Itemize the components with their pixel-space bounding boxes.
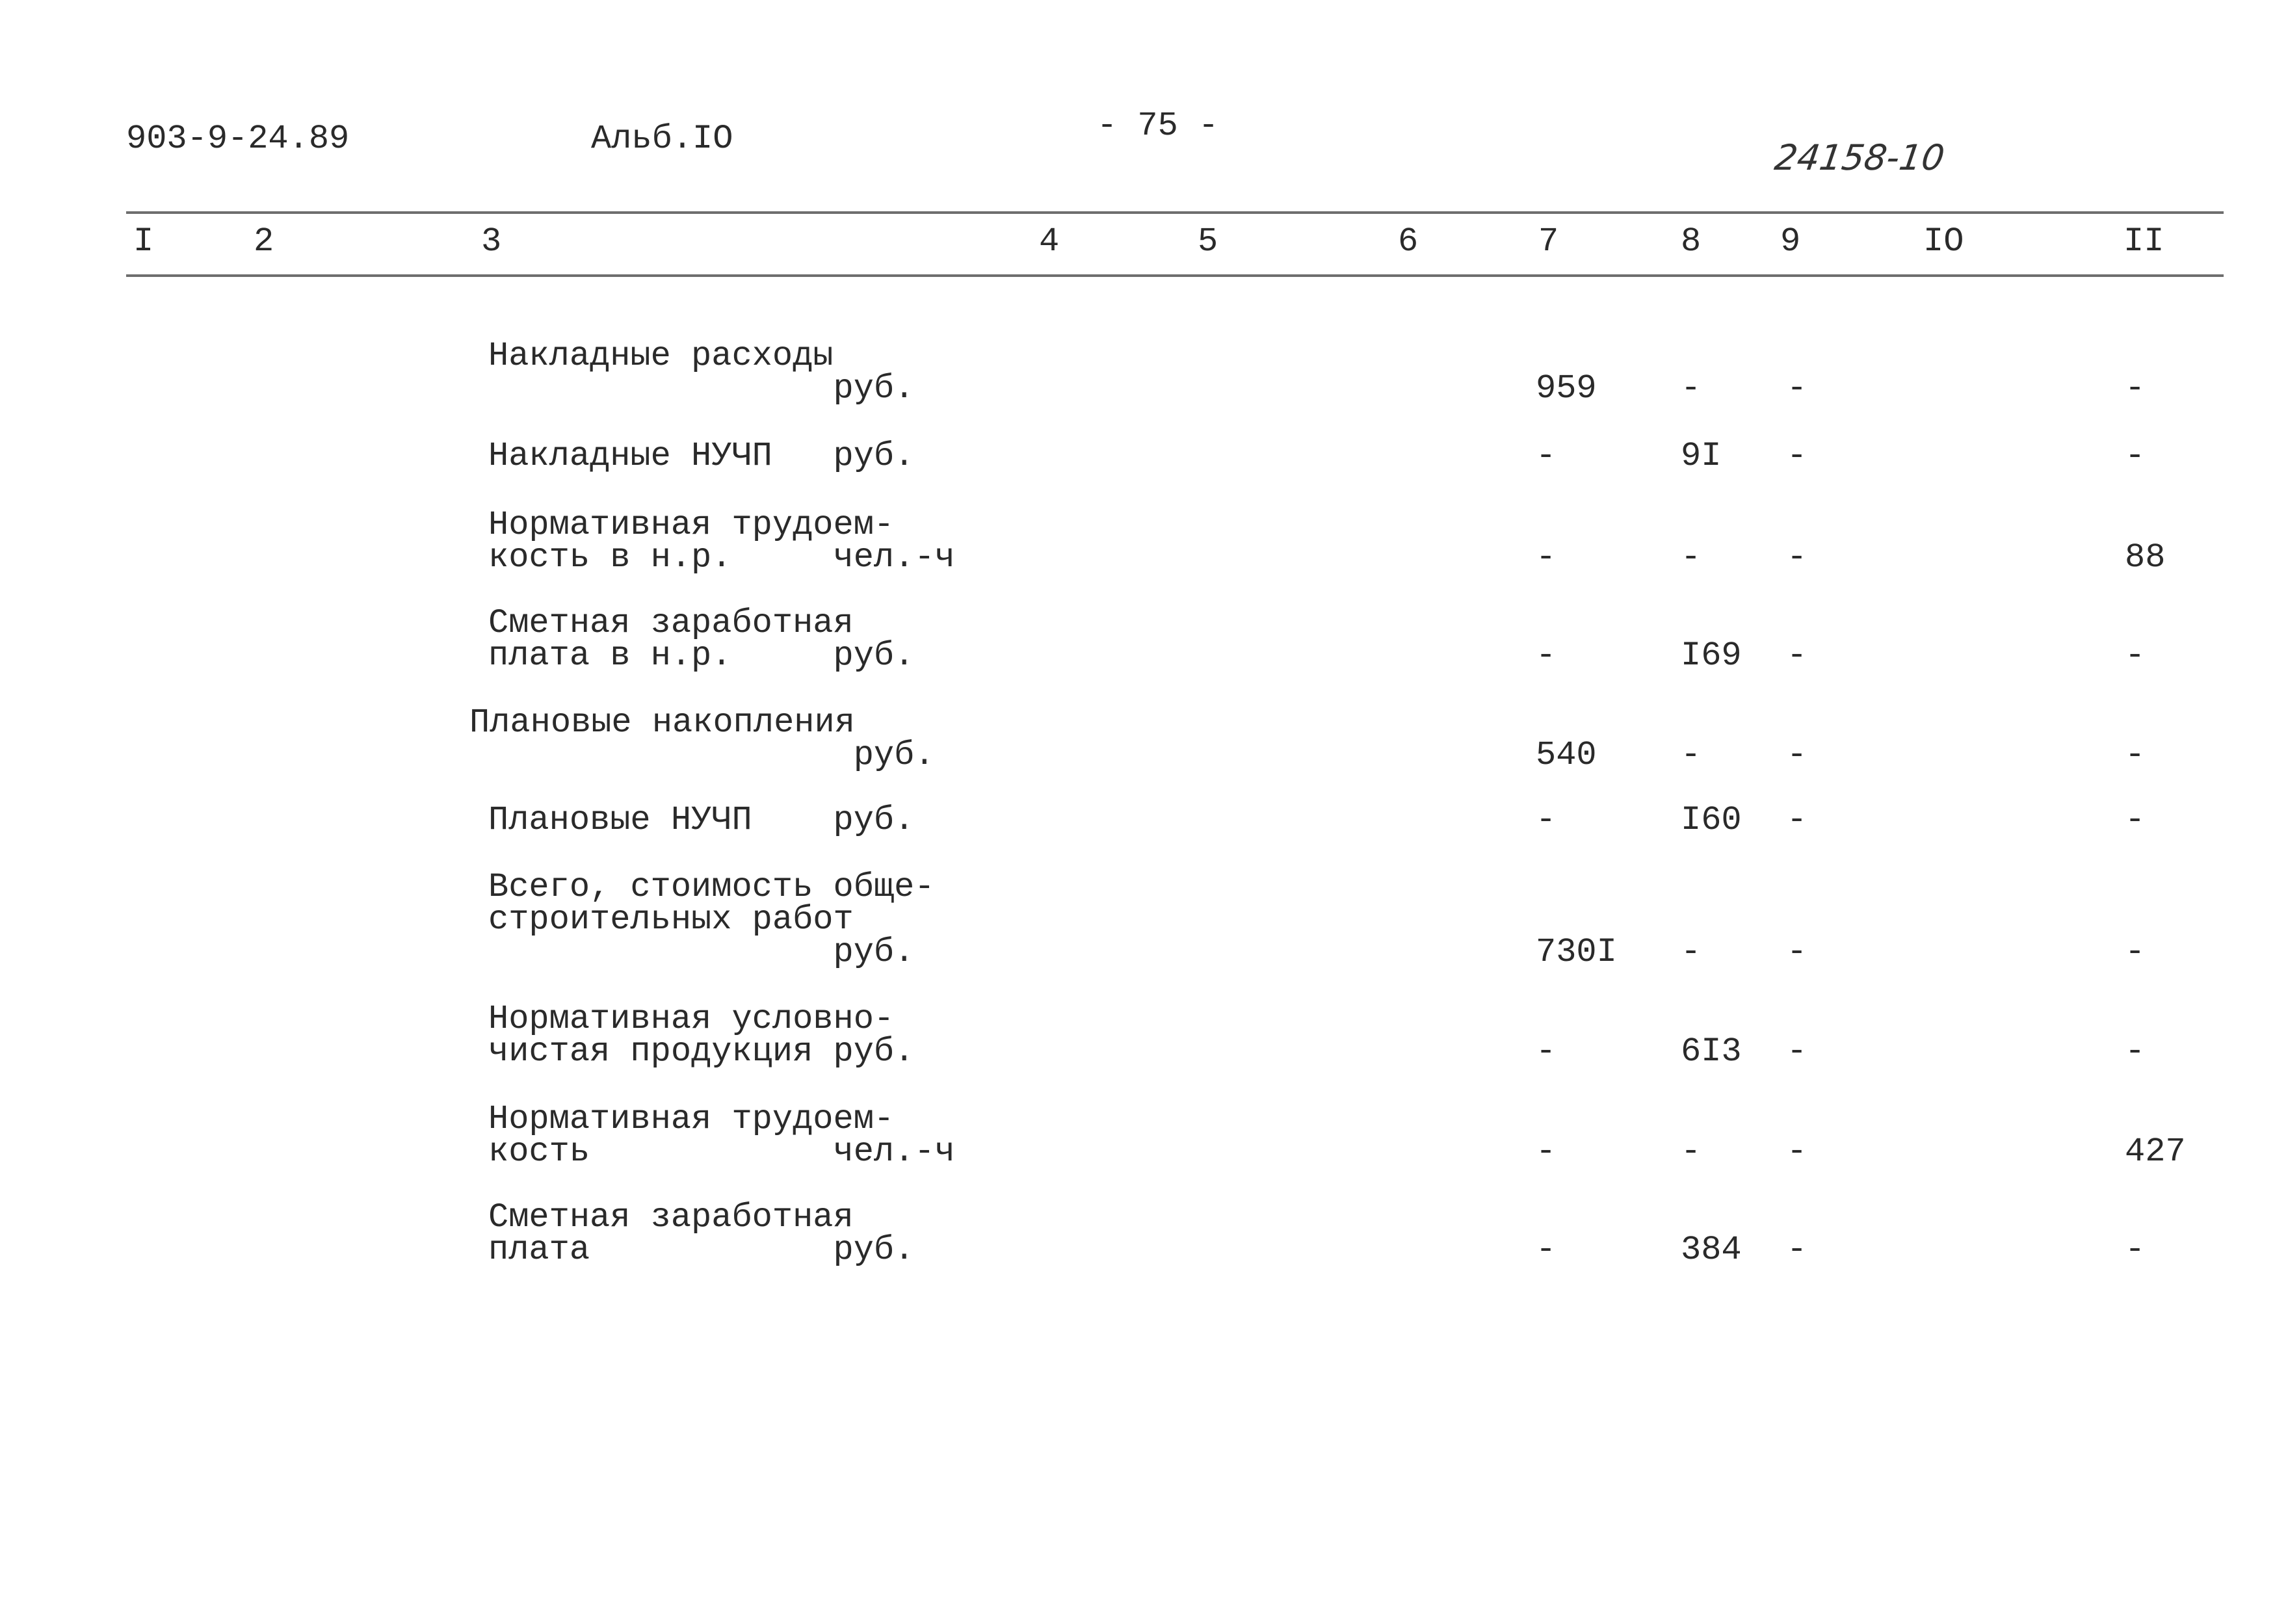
cell-c9: - [1787, 801, 1808, 839]
cell-c9: - [1787, 369, 1808, 408]
cell-c9: - [1787, 1133, 1808, 1171]
cell-c8: - [1681, 538, 1702, 577]
row-label-line: руб. [488, 736, 935, 774]
cell-c8: I69 [1681, 636, 1742, 675]
cell-c7: - [1536, 801, 1557, 839]
cell-c9: - [1787, 736, 1808, 774]
cell-c9: - [1787, 538, 1808, 577]
row-label-line: строительных работ [488, 900, 854, 939]
table-header-rule [126, 274, 2224, 277]
row-label-line: кость чел.-ч [488, 1133, 955, 1171]
cell-c8: - [1681, 369, 1702, 408]
row-label-line: Плановые НУЧП руб. [488, 801, 915, 839]
cell-c9: - [1787, 933, 1808, 971]
cell-c11: - [2125, 933, 2146, 971]
column-header-1: I [133, 222, 154, 261]
row-label-line: чистая продукция руб. [488, 1032, 915, 1071]
cell-c11: 427 [2125, 1133, 2186, 1171]
row-label-line: Сметная заработная [488, 1198, 854, 1237]
row-label-line: плата руб. [488, 1231, 915, 1269]
row-label-line: Нормативная трудоем- [488, 1100, 895, 1138]
column-header-7: 7 [1538, 222, 1559, 261]
cell-c7: 959 [1536, 369, 1597, 408]
cell-c7: - [1536, 636, 1557, 675]
column-header-10: IO [1923, 222, 1964, 261]
document-code: 903-9-24.89 [126, 120, 350, 158]
cell-c7: - [1536, 1231, 1557, 1269]
row-label-line: Всего, стоимость обще- [488, 868, 935, 906]
cell-c9: - [1787, 1032, 1808, 1071]
cell-c11: - [2125, 736, 2146, 774]
cell-c7: 540 [1536, 736, 1597, 774]
column-header-6: 6 [1398, 222, 1419, 261]
cell-c7: - [1536, 437, 1557, 475]
column-header-11: II [2124, 222, 2164, 261]
column-header-8: 8 [1681, 222, 1702, 261]
column-header-3: 3 [481, 222, 502, 261]
column-header-4: 4 [1039, 222, 1060, 261]
cell-c11: 88 [2125, 538, 2166, 577]
cell-c11: - [2125, 1231, 2146, 1269]
cell-c7: 730I [1536, 933, 1617, 971]
row-label-line: Плановые накопления [469, 703, 855, 742]
cell-c9: - [1787, 437, 1808, 475]
row-label-line: руб. [488, 369, 915, 408]
cell-c11: - [2125, 801, 2146, 839]
cell-c8: - [1681, 1133, 1702, 1171]
cell-c8: I60 [1681, 801, 1742, 839]
handwritten-inventory-number: 24158-10 [1772, 137, 1947, 178]
cell-c8: - [1681, 736, 1702, 774]
cell-c8: 9I [1681, 437, 1722, 475]
column-header-5: 5 [1198, 222, 1218, 261]
cell-c7: - [1536, 1133, 1557, 1171]
row-label-line: Накладные НУЧП руб. [488, 437, 915, 475]
cell-c8: 384 [1681, 1231, 1742, 1269]
row-label-line: плата в н.р. руб. [488, 636, 915, 675]
row-label-line: руб. [488, 933, 915, 971]
cell-c7: - [1536, 1032, 1557, 1071]
cell-c8: - [1681, 933, 1702, 971]
cell-c9: - [1787, 636, 1808, 675]
cell-c7: - [1536, 538, 1557, 577]
row-label-line: Сметная заработная [488, 604, 854, 642]
column-header-9: 9 [1780, 222, 1801, 261]
row-label-line: Нормативная условно- [488, 1000, 895, 1038]
column-header-2: 2 [254, 222, 274, 261]
row-label-line: Нормативная трудоем- [488, 506, 895, 544]
cell-c11: - [2125, 1032, 2146, 1071]
album-number: Альб.IO [591, 120, 733, 158]
cell-c11: - [2125, 636, 2146, 675]
row-label-line: Накладные расходы [488, 337, 834, 375]
table-top-rule [126, 211, 2224, 214]
cell-c11: - [2125, 369, 2146, 408]
cell-c11: - [2125, 437, 2146, 475]
cell-c8: 6I3 [1681, 1032, 1742, 1071]
cell-c9: - [1787, 1231, 1808, 1269]
page-number: - 75 - [1097, 107, 1219, 145]
row-label-line: кость в н.р. чел.-ч [488, 538, 955, 577]
